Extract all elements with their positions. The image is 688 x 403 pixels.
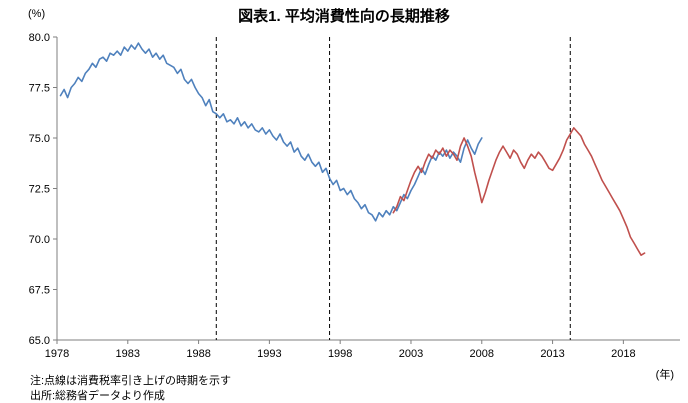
series-line-average-propensity-to-consume-later-series [392,127,646,256]
chart-title: 図表1. 平均消費性向の長期推移 [238,8,450,25]
chart-note: 注:点線は消費税率引き上げの時期を示す [30,375,232,387]
x-tick-label: 1983 [116,348,140,360]
y-tick-label: 80.0 [29,32,50,44]
y-tick-label: 77.5 [29,83,50,95]
x-tick-label: 2008 [470,348,494,360]
x-tick-label: 2003 [399,348,423,360]
x-tick-label: 1998 [328,348,352,360]
y-tick-label: 75.0 [29,133,50,145]
y-tick-label: 67.5 [29,285,50,297]
series-line-average-propensity-to-consume-earlier-series [59,42,483,222]
x-tick-label: 1988 [186,348,210,360]
x-tick-label: 1978 [45,348,69,360]
y-axis-unit-label: (%) [28,8,46,20]
y-tick-label: 65.0 [29,335,50,347]
y-tick-label: 72.5 [29,184,50,196]
chart-source: 出所:総務省データより作成 [30,390,165,402]
y-tick-label: 70.0 [29,234,50,246]
x-tick-label: 2018 [611,348,635,360]
x-tick-label: 2013 [540,348,564,360]
x-axis-unit-label: (年) [655,369,674,381]
x-tick-label: 1993 [257,348,281,360]
